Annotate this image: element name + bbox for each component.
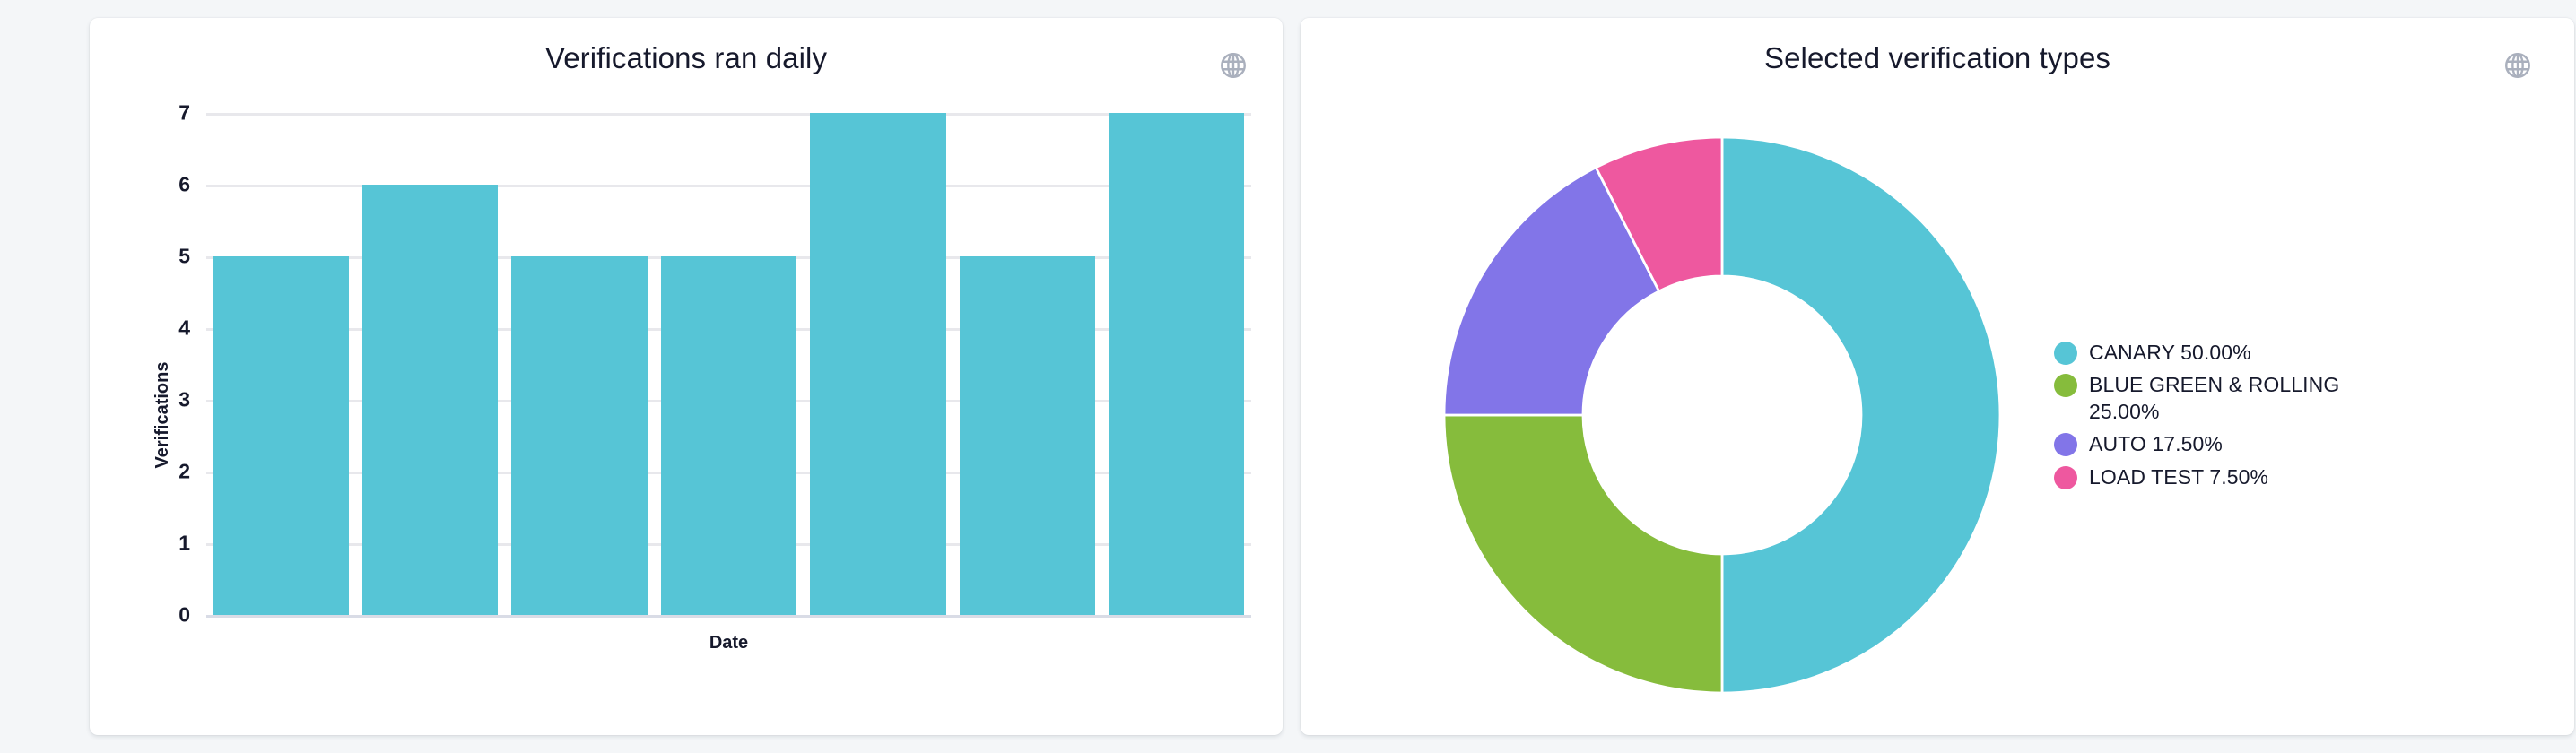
y-tick-6: 6 bbox=[178, 172, 190, 196]
bar-5[interactable] bbox=[959, 256, 1096, 615]
donut-svg bbox=[1442, 135, 2002, 695]
legend-swatch bbox=[2054, 465, 2077, 489]
bar-slot bbox=[505, 113, 654, 615]
y-tick-1: 1 bbox=[178, 531, 190, 555]
bar-0[interactable] bbox=[213, 256, 349, 615]
legend-swatch bbox=[2054, 433, 2077, 457]
y-tick-4: 4 bbox=[178, 316, 190, 340]
donut-chart: CANARY 50.00% BLUE GREEN & ROLLING 25.00%… bbox=[1301, 95, 2574, 735]
bar-plot-area: 7 6 5 4 3 2 1 0 bbox=[178, 102, 1251, 625]
page-title: Selected verification types bbox=[1763, 41, 2111, 74]
x-axis-label: Date bbox=[709, 633, 749, 653]
legend-swatch bbox=[2054, 374, 2077, 398]
bar-slot bbox=[1102, 113, 1251, 615]
legend-item[interactable]: BLUE GREEN & ROLLING 25.00% bbox=[2054, 372, 2350, 425]
bar-series bbox=[206, 113, 1251, 615]
legend-label: CANARY 50.00% bbox=[2089, 340, 2251, 364]
legend-item[interactable]: AUTO 17.50% bbox=[2054, 431, 2350, 457]
bar-4[interactable] bbox=[810, 113, 946, 615]
bar-slot bbox=[654, 113, 803, 615]
chart-legend: CANARY 50.00% BLUE GREEN & ROLLING 25.00%… bbox=[2054, 340, 2350, 490]
selected-verification-types-card: Selected verification types CANARY 50.00… bbox=[1301, 18, 2574, 735]
donut-graphic bbox=[1435, 128, 2009, 702]
bar-slot bbox=[804, 113, 953, 615]
y-tick-5: 5 bbox=[178, 244, 190, 268]
donut-slice-canary[interactable] bbox=[1720, 135, 2002, 695]
globe-icon[interactable] bbox=[2502, 50, 2533, 81]
donut-slice-load-test[interactable] bbox=[1594, 135, 1724, 293]
y-tick-2: 2 bbox=[178, 459, 190, 483]
verifications-ran-daily-card: Verifications ran daily Verifications 7 … bbox=[90, 18, 1283, 735]
page-title: Verifications ran daily bbox=[544, 41, 828, 74]
globe-icon[interactable] bbox=[1218, 50, 1249, 81]
y-tick-7: 7 bbox=[178, 100, 190, 125]
legend-swatch bbox=[2054, 341, 2077, 365]
bar-slot bbox=[206, 113, 355, 615]
legend-label: LOAD TEST 7.50% bbox=[2089, 464, 2269, 489]
bar-3[interactable] bbox=[660, 256, 797, 615]
donut-slice-auto[interactable] bbox=[1442, 165, 1661, 417]
bar-1[interactable] bbox=[361, 185, 499, 615]
y-tick-3: 3 bbox=[178, 387, 190, 411]
bar-slot bbox=[355, 113, 504, 615]
y-axis-label: Verifications bbox=[152, 361, 172, 469]
legend-item[interactable]: LOAD TEST 7.50% bbox=[2054, 464, 2350, 490]
legend-label: BLUE GREEN & ROLLING 25.00% bbox=[2089, 373, 2340, 423]
legend-item[interactable]: CANARY 50.00% bbox=[2054, 340, 2350, 366]
bar-chart: Verifications 7 6 5 4 3 2 1 0 Date bbox=[90, 95, 1283, 735]
bar-slot bbox=[953, 113, 1101, 615]
y-tick-0: 0 bbox=[178, 602, 190, 627]
donut-slice-blue-green-rolling[interactable] bbox=[1442, 413, 1724, 695]
bar-6[interactable] bbox=[1109, 113, 1245, 615]
legend-label: AUTO 17.50% bbox=[2089, 432, 2223, 456]
bar-2[interactable] bbox=[511, 256, 648, 615]
